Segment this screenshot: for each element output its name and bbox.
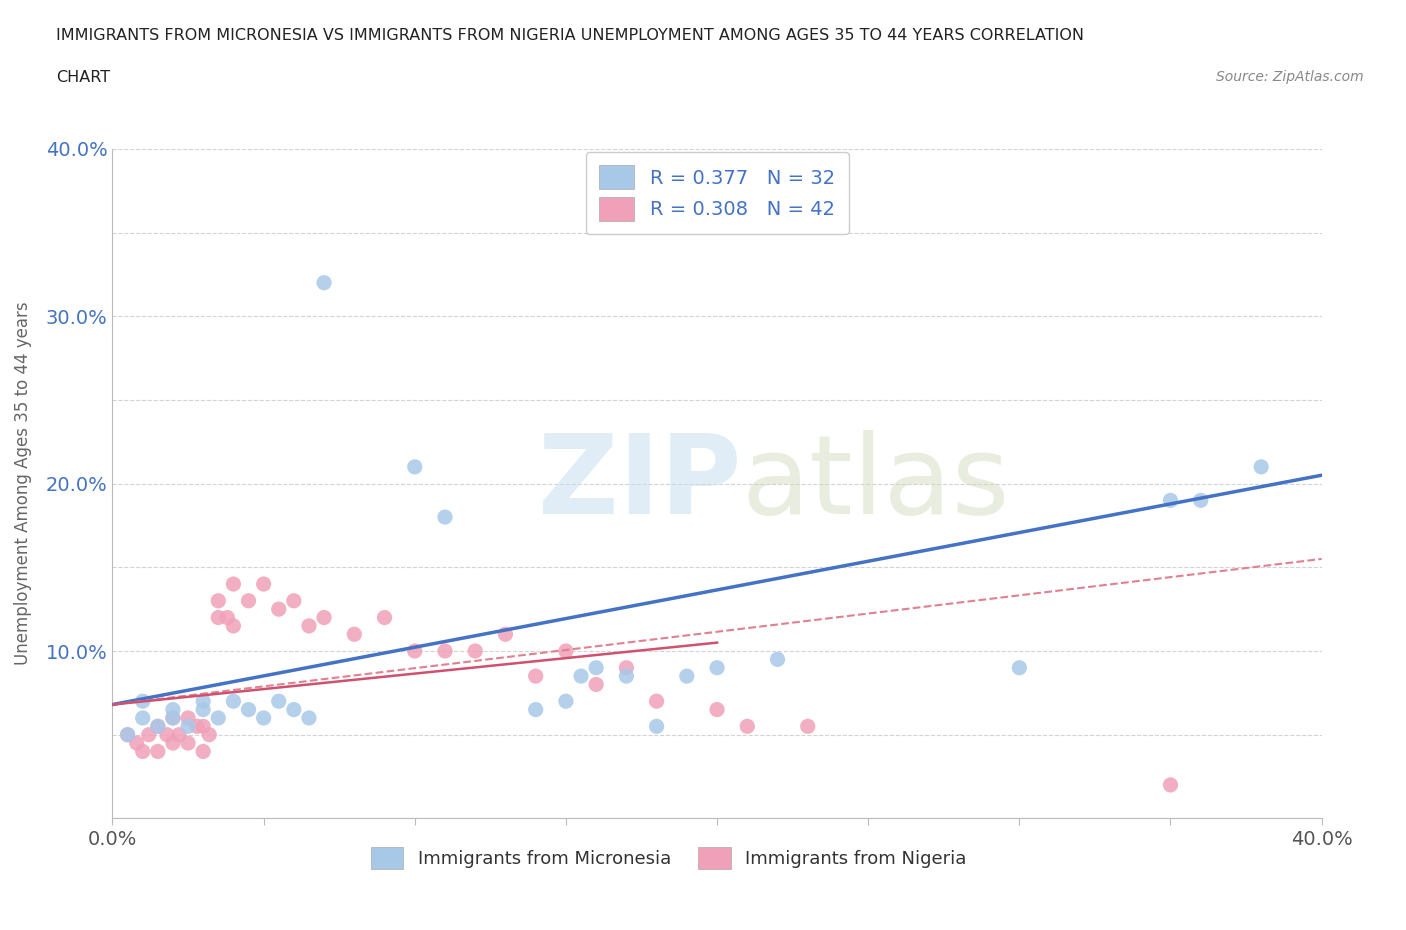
Point (253, 577, 276, 591)
Point (554, 644, 576, 658)
Point (191, 719, 214, 734)
Point (146, 744, 169, 759)
Point (374, 610, 396, 625)
Point (464, 644, 486, 658)
Point (706, 702, 728, 717)
Text: ZIP: ZIP (538, 430, 741, 538)
Point (283, 702, 305, 717)
Point (146, 719, 169, 734)
Point (222, 694, 245, 709)
Point (766, 652, 789, 667)
Point (706, 660, 728, 675)
Point (146, 719, 169, 734)
Point (222, 577, 245, 591)
Point (524, 669, 547, 684)
Point (524, 702, 547, 717)
Point (162, 736, 184, 751)
Point (343, 627, 366, 642)
Text: CHART: CHART (56, 70, 110, 85)
Point (554, 694, 576, 709)
Point (267, 694, 290, 709)
Point (645, 694, 668, 709)
Point (645, 719, 668, 734)
Point (616, 660, 638, 675)
Point (117, 727, 139, 742)
Point (585, 677, 607, 692)
Point (1189, 493, 1212, 508)
Point (433, 510, 456, 525)
Point (198, 727, 221, 742)
Point (569, 669, 592, 684)
Point (404, 459, 426, 474)
Point (191, 744, 214, 759)
Point (207, 711, 229, 725)
Point (222, 618, 245, 633)
Point (675, 669, 697, 684)
Point (167, 727, 190, 742)
Point (162, 702, 184, 717)
Point (238, 593, 260, 608)
Point (1159, 493, 1181, 508)
Point (156, 727, 179, 742)
Point (191, 702, 214, 717)
Point (267, 602, 290, 617)
Point (253, 711, 276, 725)
Point (186, 719, 208, 734)
Point (283, 593, 305, 608)
Point (298, 711, 321, 725)
Point (207, 610, 229, 625)
Point (138, 727, 160, 742)
Point (796, 719, 818, 734)
Point (737, 719, 759, 734)
Point (1250, 459, 1272, 474)
Text: IMMIGRANTS FROM MICRONESIA VS IMMIGRANTS FROM NIGERIA UNEMPLOYMENT AMONG AGES 35: IMMIGRANTS FROM MICRONESIA VS IMMIGRANTS… (56, 28, 1084, 43)
Point (132, 694, 155, 709)
Point (585, 660, 607, 675)
Text: atlas: atlas (741, 430, 1010, 538)
Point (162, 711, 184, 725)
Point (177, 711, 200, 725)
Point (1159, 777, 1181, 792)
Point (616, 669, 638, 684)
Point (404, 644, 426, 658)
Point (314, 275, 336, 290)
Point (117, 727, 139, 742)
Point (314, 610, 336, 625)
Point (162, 711, 184, 725)
Legend: Immigrants from Micronesia, Immigrants from Nigeria: Immigrants from Micronesia, Immigrants f… (364, 840, 974, 876)
Point (433, 644, 456, 658)
Point (177, 719, 200, 734)
Point (298, 618, 321, 633)
Point (191, 694, 214, 709)
Point (177, 736, 200, 751)
Text: Source: ZipAtlas.com: Source: ZipAtlas.com (1216, 70, 1364, 84)
Point (132, 744, 155, 759)
Point (207, 593, 229, 608)
Point (217, 610, 239, 625)
Point (125, 736, 148, 751)
Point (238, 702, 260, 717)
Y-axis label: Unemployment Among Ages 35 to 44 years: Unemployment Among Ages 35 to 44 years (14, 302, 32, 665)
Point (132, 711, 155, 725)
Point (495, 627, 517, 642)
Point (1008, 660, 1031, 675)
